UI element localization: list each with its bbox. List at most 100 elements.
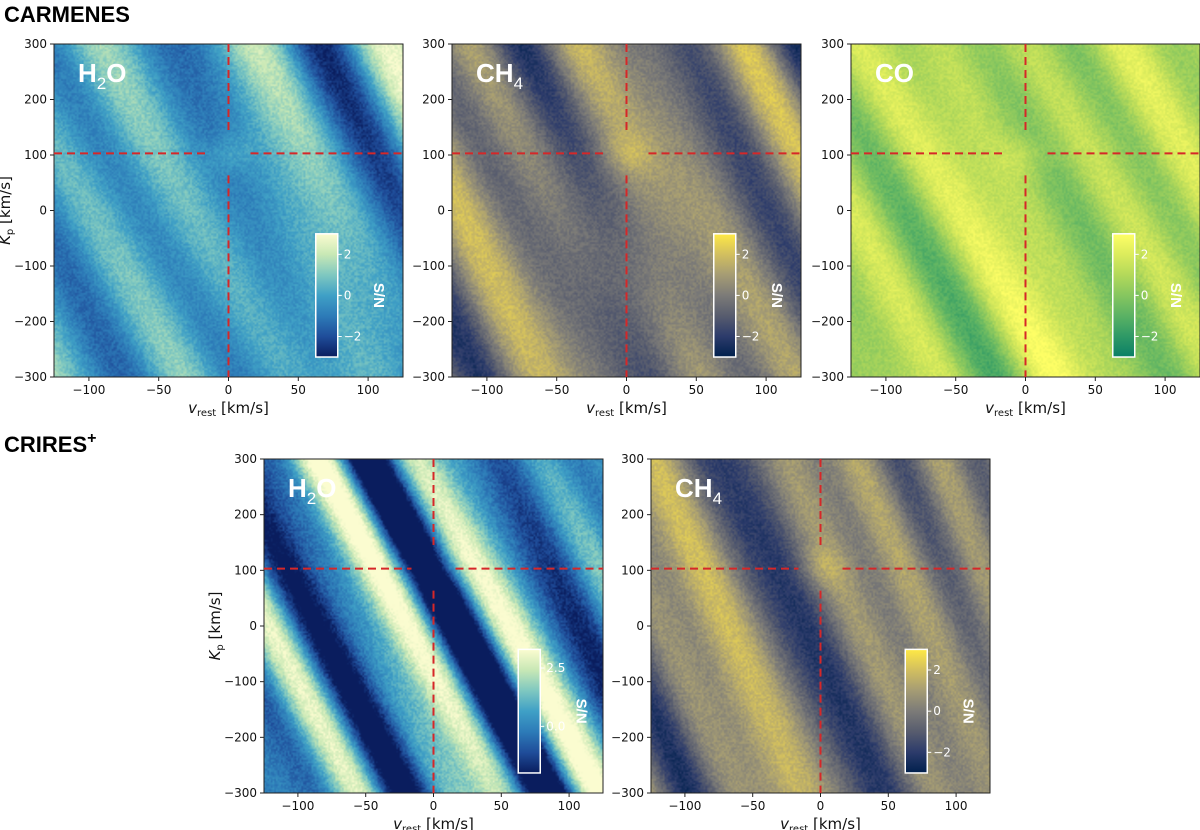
x-tick-label: −100 xyxy=(470,383,503,397)
x-axis-label: vrest [km/s] xyxy=(780,815,861,830)
heatmap-image xyxy=(452,44,801,377)
x-tick-label: 100 xyxy=(945,799,968,813)
colorbar-label: S/N xyxy=(959,699,976,724)
panel-carmenes-ch4: −100 −50 0 50 100 −300 −200 −100 0 100 200 300 vrest… xyxy=(412,37,802,419)
y-tick-label: 0 xyxy=(836,204,844,218)
y-tick-label: −200 xyxy=(811,315,844,329)
section-title-crires: CRIRES+ xyxy=(4,430,96,457)
x-tick-label: −100 xyxy=(869,383,902,397)
colorbar xyxy=(315,233,339,358)
y-tick-label: 200 xyxy=(234,508,257,522)
colorbar-tick-label: 0 xyxy=(742,288,750,302)
x-tick-label: 0 xyxy=(225,383,233,397)
x-axis-label: vrest [km/s] xyxy=(586,399,667,419)
x-tick-label: 100 xyxy=(357,383,380,397)
molecule-label: H2O xyxy=(78,58,126,93)
panel-carmenes-h2o: −100 −50 0 50 100 −300 −200 −100 0 100 200 300 vrest… xyxy=(0,37,404,419)
y-tick-label: −100 xyxy=(611,675,644,689)
x-tick-label: 100 xyxy=(755,383,778,397)
x-tick-label: −50 xyxy=(544,383,569,397)
colorbar-tick-label: −2 xyxy=(742,329,760,343)
section-title-carmenes: CARMENES xyxy=(4,2,130,27)
y-axis-label: Kp [km/s] xyxy=(0,176,16,245)
y-tick-label: −200 xyxy=(412,315,445,329)
colorbar-tick-label: 2 xyxy=(1141,247,1149,261)
colorbar-tick-label: 0 xyxy=(344,288,352,302)
y-tick-label: 300 xyxy=(422,37,445,51)
colorbar-tick-label: −2 xyxy=(933,745,951,759)
y-tick-label: −300 xyxy=(14,370,47,384)
y-tick-label: 0 xyxy=(636,619,644,633)
y-tick-label: 300 xyxy=(24,37,47,51)
x-tick-label: 100 xyxy=(1154,383,1177,397)
x-tick-label: −50 xyxy=(146,383,171,397)
y-tick-label: −100 xyxy=(412,259,445,273)
y-tick-label: −100 xyxy=(224,675,257,689)
x-tick-label: 50 xyxy=(494,799,509,813)
colorbar xyxy=(713,233,737,358)
y-tick-label: 200 xyxy=(621,508,644,522)
x-tick-label: −50 xyxy=(353,799,378,813)
x-tick-label: 50 xyxy=(689,383,704,397)
panel-crires-ch4: −100 −50 0 50 100 −300 −200 −100 0 100 200 300 vrest… xyxy=(611,452,991,830)
colorbar xyxy=(517,648,541,774)
colorbar-tick-label: 2 xyxy=(742,247,750,261)
y-tick-label: −200 xyxy=(14,315,47,329)
x-tick-label: 50 xyxy=(881,799,896,813)
y-axis-label: Kp [km/s] xyxy=(206,592,226,661)
colorbar xyxy=(904,648,928,774)
y-tick-label: −100 xyxy=(14,259,47,273)
y-tick-label: 100 xyxy=(621,563,644,577)
x-tick-label: 50 xyxy=(1088,383,1103,397)
x-tick-label: −100 xyxy=(668,799,701,813)
y-tick-label: 0 xyxy=(437,204,445,218)
y-tick-label: 200 xyxy=(821,93,844,107)
y-tick-label: 100 xyxy=(234,563,257,577)
x-tick-label: 50 xyxy=(291,383,306,397)
y-tick-label: 300 xyxy=(621,452,644,466)
x-tick-label: −100 xyxy=(72,383,105,397)
y-tick-label: 0 xyxy=(39,204,47,218)
y-tick-label: 100 xyxy=(422,148,445,162)
x-tick-label: −50 xyxy=(740,799,765,813)
panel-crires-h2o: −100 −50 0 50 100 −300 −200 −100 0 100 200 300 vrest… xyxy=(206,452,604,830)
panel-carmenes-co: −100 −50 0 50 100 −300 −200 −100 0 100 200 300 vrest… xyxy=(811,37,1200,419)
y-tick-label: −300 xyxy=(611,786,644,800)
colorbar-tick-label: 0.0 xyxy=(546,719,565,733)
x-tick-label: 0 xyxy=(430,799,438,813)
molecule-label: CO xyxy=(875,58,914,88)
molecule-label: H2O xyxy=(288,473,336,508)
colorbar-label: S/N xyxy=(370,283,387,308)
y-tick-label: 100 xyxy=(821,148,844,162)
heatmap-image xyxy=(264,459,603,793)
y-tick-label: 300 xyxy=(821,37,844,51)
molecule-label: CH4 xyxy=(476,58,523,93)
colorbar-label: S/N xyxy=(572,699,589,724)
colorbar xyxy=(1112,233,1136,358)
x-tick-label: 100 xyxy=(558,799,581,813)
y-tick-label: 200 xyxy=(422,93,445,107)
y-tick-label: 0 xyxy=(249,619,257,633)
y-tick-label: −300 xyxy=(811,370,844,384)
heatmap-image xyxy=(54,44,403,377)
x-tick-label: 0 xyxy=(1022,383,1030,397)
x-axis-label: vrest [km/s] xyxy=(188,399,269,419)
y-tick-label: −300 xyxy=(412,370,445,384)
x-axis-label: vrest [km/s] xyxy=(393,815,474,830)
x-axis-label: vrest [km/s] xyxy=(985,399,1066,419)
colorbar-tick-label: 0 xyxy=(933,704,941,718)
x-tick-label: −50 xyxy=(943,383,968,397)
panels: −100 −50 0 50 100−300−200−1000100200300vrest… xyxy=(0,37,1200,830)
x-tick-label: 0 xyxy=(623,383,631,397)
y-tick-label: −100 xyxy=(811,259,844,273)
colorbar-tick-label: −2 xyxy=(1141,329,1159,343)
y-tick-label: 200 xyxy=(24,93,47,107)
colorbar-label: S/N xyxy=(1167,283,1184,308)
colorbar-label: S/N xyxy=(768,283,785,308)
x-tick-label: 0 xyxy=(817,799,825,813)
y-tick-label: −200 xyxy=(611,730,644,744)
colorbar-tick-label: 2 xyxy=(344,247,352,261)
colorbar-tick-label: 2 xyxy=(933,663,941,677)
colorbar-tick-label: 0 xyxy=(1141,288,1149,302)
